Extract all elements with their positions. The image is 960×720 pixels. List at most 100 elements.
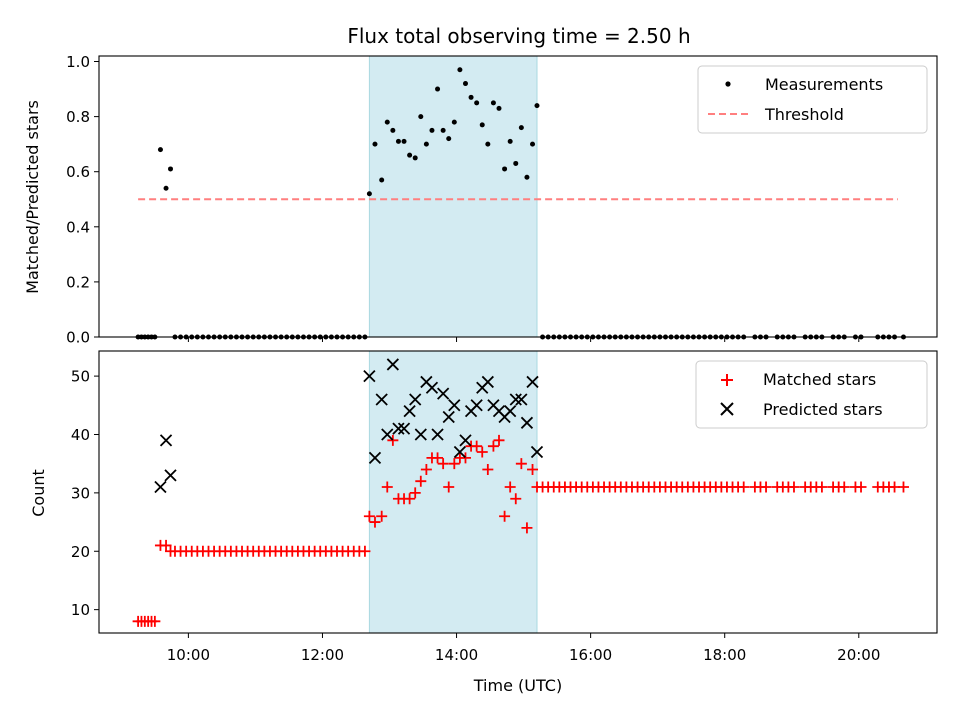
top-y-tick-label: 0.4 [66, 218, 90, 236]
matched-star-point [476, 446, 488, 458]
matched-star-point [432, 452, 444, 464]
predicted-star-point [437, 387, 450, 400]
matched-star-point [493, 434, 505, 446]
predicted-star-point [392, 422, 405, 435]
bottom-axes-frame [98, 350, 938, 634]
chart-title: Flux total observing time = 2.50 h [347, 24, 690, 48]
observing-window-top [368, 55, 538, 338]
predicted-star-point [431, 428, 444, 441]
measurement-point [507, 138, 513, 144]
matched-star-point [471, 440, 483, 452]
measurement-point [435, 86, 441, 92]
predicted-star-point [425, 381, 439, 394]
legend-label-matched: Matched stars [763, 370, 876, 389]
top-y-tick-label: 0.0 [66, 329, 90, 347]
top-axes-frame [98, 55, 938, 338]
measurement-point [451, 119, 457, 125]
matched-star-point [363, 510, 375, 522]
predicted-star-point [381, 428, 394, 441]
matched-star-point [387, 434, 399, 446]
measurement-point [440, 127, 446, 133]
matched-star-point [160, 539, 172, 551]
measurement-point [390, 127, 396, 133]
predicted-star-point [159, 434, 173, 447]
measurement-point [502, 166, 508, 172]
measurement-point [163, 185, 169, 191]
bottom-y-tick-label: 20 [71, 543, 90, 561]
predicted-star-point [368, 451, 382, 464]
legend-label-measurements: Measurements [765, 75, 883, 94]
matched-star-point [149, 615, 161, 627]
measurement-point [401, 138, 407, 144]
predicted-star-point [363, 369, 376, 383]
predicted-star-point [375, 393, 388, 406]
measurement-point [366, 191, 372, 197]
matched-star-point [443, 481, 455, 493]
measurement-point [446, 136, 452, 142]
measurement-point [524, 174, 530, 180]
x-axis-label: Time (UTC) [473, 676, 562, 695]
measurement-point [423, 141, 429, 147]
top-y-tick-label: 1.0 [66, 53, 90, 71]
matched-star-point [376, 510, 388, 522]
top-y-ticks: 0.0 0.2 0.4 0.6 0.8 1.0 [66, 53, 99, 347]
predicted-points [154, 358, 544, 494]
measurement-point [485, 141, 491, 147]
bottom-y-ticks: 10 20 30 40 50 [71, 368, 99, 619]
predicted-star-point [481, 375, 494, 389]
top-y-axis-label: Matched/Predicted stars [23, 100, 42, 294]
measurement-point [490, 100, 496, 106]
bottom-x-tick-label: 12:00 [301, 646, 344, 664]
bottom-x-tick-label: 18:00 [703, 646, 746, 664]
measurement-point [457, 67, 463, 73]
predicted-star-point [509, 393, 522, 406]
matched-star-point [369, 516, 381, 528]
predicted-star-point [386, 358, 399, 371]
matched-star-point [527, 464, 539, 476]
bottom-x-tick-label: 16:00 [569, 646, 612, 664]
measurement-point [168, 166, 174, 172]
predicted-star-point [504, 405, 517, 418]
matched-star-point [381, 481, 393, 493]
predicted-star-point [403, 405, 416, 418]
top-y-tick-label: 0.2 [66, 273, 90, 291]
measurement-point [474, 100, 480, 106]
matched-star-point [415, 475, 427, 487]
predicted-star-point [453, 445, 467, 459]
matched-star-point [437, 458, 449, 470]
legend-label-threshold: Threshold [764, 105, 844, 124]
matched-star-point [499, 510, 511, 522]
observing-window-bottom [368, 350, 538, 634]
matched-star-point [404, 493, 416, 505]
matched-star-point [838, 481, 850, 493]
matched-star-point [897, 481, 909, 493]
matched-star-point [510, 493, 522, 505]
predicted-star-point [526, 375, 539, 389]
matched-star-point [359, 545, 371, 557]
top-legend: Measurements Threshold [697, 65, 928, 134]
measurement-point [429, 127, 435, 133]
bottom-y-tick-label: 10 [71, 601, 90, 619]
legend-label-predicted: Predicted stars [763, 400, 883, 419]
measurement-point [513, 160, 519, 166]
predicted-star-point [442, 410, 455, 424]
measurement-point [372, 141, 378, 147]
predicted-star-point [459, 434, 472, 447]
bottom-y-tick-label: 30 [71, 484, 90, 502]
predicted-star-point [154, 480, 167, 494]
measurement-point [379, 177, 385, 183]
matched-star-point [487, 440, 499, 452]
measurement-point [384, 119, 390, 125]
matched-star-point [738, 481, 750, 493]
matched-star-point [409, 487, 421, 499]
matched-star-point [515, 458, 527, 470]
predicted-star-point [409, 393, 422, 406]
top-x-ticks [187, 337, 860, 342]
bottom-y-tick-label: 40 [71, 426, 90, 444]
measurement-point [496, 105, 502, 111]
measurement-point [412, 155, 418, 161]
predicted-star-point [164, 469, 177, 482]
top-y-tick-label: 0.8 [66, 108, 90, 126]
predicted-star-point [515, 393, 528, 406]
